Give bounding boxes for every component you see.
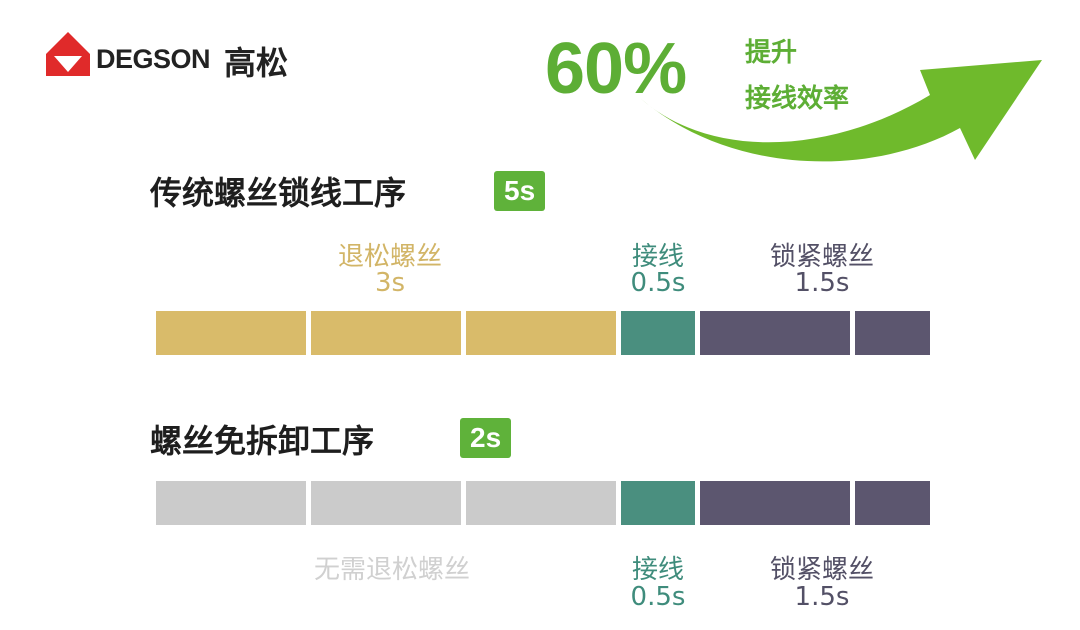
skipped-segment [311,481,461,525]
step-unscrew-label: 退松螺丝 [337,242,442,272]
step-tighten-label: 锁紧螺丝 [769,242,874,272]
step-wiring-time: 0.5s [630,268,686,298]
nodisassembly-process-title: 螺丝免拆卸工序 [150,422,375,460]
tighten-segment [700,481,850,525]
traditional-total-badge: 5s [494,171,546,211]
brand-name-cn: 高松 [224,44,289,82]
nodisassembly-timeline-bar [156,481,930,525]
tighten-segment [700,311,850,355]
wiring-segment [621,311,695,355]
efficiency-percent: 60% [545,29,687,109]
degson-logo-icon [46,32,90,76]
degson-logo: DEGSON 高松 [44,30,314,82]
unscrew-segment [156,311,306,355]
step-unscrew-time: 3s [374,268,406,298]
brand-name: DEGSON [96,44,211,74]
step-wiring-label: 接线 [631,242,684,272]
step-wiring-time: 0.5s [630,582,686,612]
efficiency-label-line1: 提升 [745,38,798,68]
step-wiring-label: 接线 [631,555,684,585]
skipped-segment [156,481,306,525]
unscrew-segment [466,311,616,355]
step-skip-unscrew-label: 无需退松螺丝 [313,555,470,585]
step-tighten-time: 1.5s [794,268,850,298]
tighten-segment [855,311,930,355]
step-tighten-time: 1.5s [794,582,850,612]
efficiency-label-line2: 接线效率 [745,84,850,114]
traditional-process-title: 传统螺丝锁线工序 [150,174,407,212]
nodisassembly-total-badge: 2s [460,418,512,458]
growth-arrow-icon [640,60,1042,162]
traditional-timeline-bar [156,311,930,355]
tighten-segment [855,481,930,525]
unscrew-segment [311,311,461,355]
wiring-segment [621,481,695,525]
skipped-segment [466,481,616,525]
step-tighten-label: 锁紧螺丝 [769,555,874,585]
